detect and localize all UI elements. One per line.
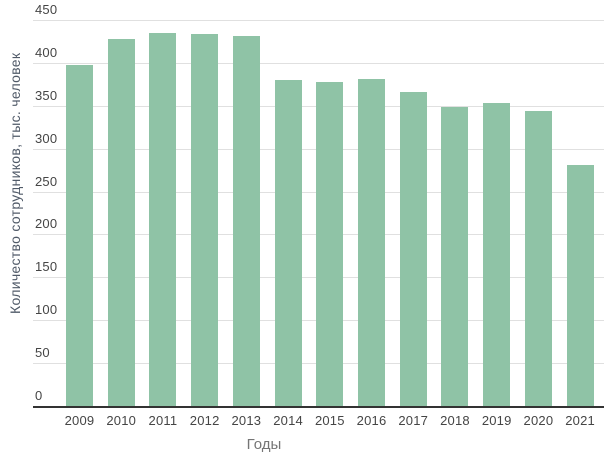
gridline-450 (33, 20, 604, 21)
y-tick-label-100: 100 (35, 302, 58, 318)
x-tick-label-2014: 2014 (273, 413, 303, 428)
bar-2013 (232, 36, 260, 406)
bar-2021 (566, 164, 594, 406)
bar-2009 (66, 64, 93, 406)
y-tick-label-200: 200 (35, 216, 58, 232)
x-tick-label-2018: 2018 (440, 413, 470, 428)
bar-2019 (483, 103, 511, 406)
bar-2017 (399, 92, 427, 406)
x-tick-label-2016: 2016 (356, 413, 387, 428)
bar-2014 (274, 80, 302, 406)
y-tick-label-150: 150 (35, 259, 58, 275)
gridline-400 (33, 62, 604, 64)
x-tick-label-2017: 2017 (398, 413, 429, 428)
bar-2010 (107, 38, 135, 406)
y-axis-title: Количество сотрудников, тыс. человек (7, 52, 23, 315)
x-axis-labels: 2009 2010 2011 2012 2013 2014 2015 2016 2017 2018… (0, 413, 610, 429)
x-tick-label-2009: 2009 (64, 413, 95, 428)
x-tick-label-2013: 2013 (231, 413, 262, 428)
bar-2011 (149, 32, 177, 406)
bar-2018 (441, 106, 469, 406)
y-tick-label-350: 350 (35, 87, 58, 103)
y-tick-label-400: 400 (35, 44, 58, 60)
x-tick-label-2015: 2015 (314, 413, 345, 428)
x-tick-label-2021: 2021 (565, 413, 595, 428)
x-tick-label-2020: 2020 (523, 413, 554, 428)
bar-2020 (524, 110, 552, 406)
y-tick-label-300: 300 (35, 130, 58, 146)
y-tick-label-450: 450 (35, 2, 58, 17)
bar-2015 (316, 81, 344, 406)
x-tick-label-2012: 2012 (189, 413, 220, 428)
x-tick-label-2019: 2019 (481, 413, 512, 428)
x-tick-label-2010: 2010 (106, 413, 137, 428)
plot-area: 0 50 100 150 200 250 300 350 400 450 (33, 3, 604, 408)
y-tick-label-250: 250 (35, 173, 58, 189)
bar-2012 (191, 33, 219, 406)
bar-2016 (358, 79, 386, 406)
y-tick-label-50: 50 (35, 345, 50, 361)
x-tick-label-2011: 2011 (148, 413, 178, 428)
x-axis-title: Годы (246, 436, 282, 453)
y-tick-label-0: 0 (35, 388, 43, 403)
